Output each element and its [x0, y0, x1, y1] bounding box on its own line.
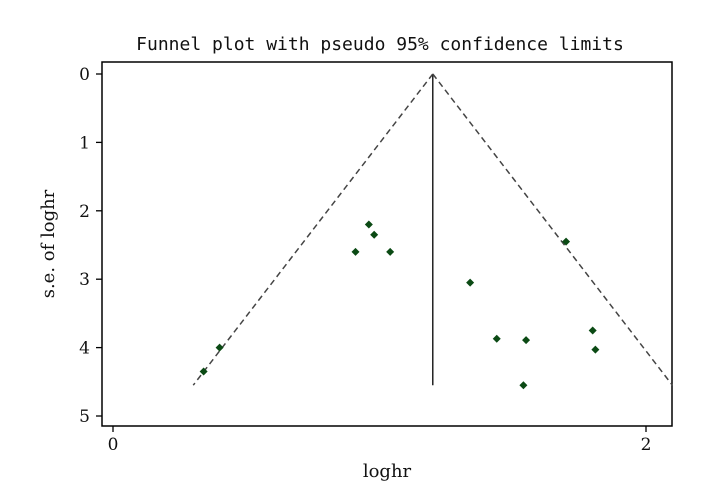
data-point-11: [562, 237, 571, 246]
data-point-1: [199, 367, 208, 376]
lower-confidence-limit: [192, 73, 434, 386]
data-point-3: [351, 247, 360, 256]
data-point-2: [215, 343, 224, 352]
y-axis-label: s.e. of loghr: [38, 189, 59, 298]
data-point-6: [386, 247, 395, 256]
y-tick-label-3: 3: [79, 270, 90, 290]
x-tick-label-0: 0: [108, 435, 119, 455]
data-point-13: [591, 345, 600, 354]
data-point-10: [522, 336, 531, 345]
data-point-7: [466, 278, 475, 287]
x-tick-label-2: 2: [641, 435, 652, 455]
y-tick-label-2: 2: [79, 202, 90, 222]
y-tick-label-5: 5: [79, 407, 90, 427]
data-point-12: [588, 326, 597, 335]
y-tick-label-1: 1: [79, 133, 90, 153]
plot-frame: [101, 61, 673, 427]
data-point-5: [370, 230, 379, 239]
x-axis-label: loghr: [363, 461, 412, 482]
data-point-8: [492, 334, 501, 343]
upper-confidence-limit: [432, 73, 673, 386]
funnel-layer: [192, 73, 673, 386]
data-point-9: [519, 381, 528, 390]
chart-title: Funnel plot with pseudo 95% confidence l…: [136, 34, 624, 55]
y-tick-label-4: 4: [79, 339, 90, 359]
y-tick-label-0: 0: [79, 65, 90, 85]
points-layer: [199, 220, 600, 390]
data-point-4: [364, 220, 373, 229]
